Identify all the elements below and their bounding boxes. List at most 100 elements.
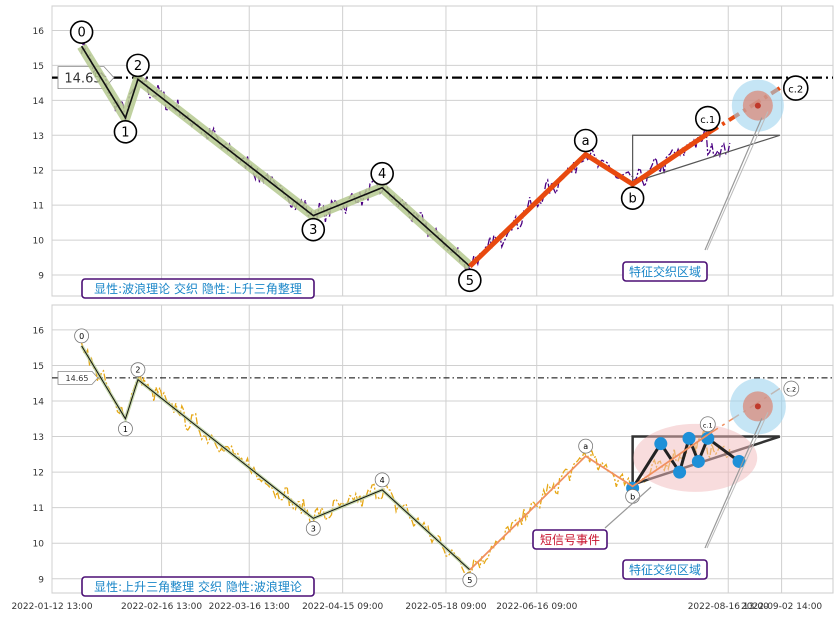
wave-correction [468,131,710,269]
feature-label-box [622,559,708,580]
wave-label: c.1 [703,421,713,429]
wave-label: a [582,134,590,149]
y-tick-label: 16 [33,326,45,336]
target-center [754,403,761,410]
y-tick-label: 9 [38,272,44,282]
feature-pointer [704,418,763,549]
wave-label: 4 [378,167,386,182]
info-box-label: 显性:波浪理论 交织 隐性:上升三角整理 [94,281,302,296]
x-tick-label: 2022-04-15 09:00 [302,602,383,612]
wave-label: 2 [134,59,142,74]
signal-point [691,454,705,468]
wave-label: b [628,192,636,207]
wave-label: a [583,442,588,451]
x-tick-label: 2022-05-18 09:00 [405,602,486,612]
triangle-bottom [632,134,780,184]
wave-label: 1 [121,125,129,140]
signal-point [732,454,746,468]
wave-label-circle [126,53,150,78]
wave-label-circle [782,75,809,101]
y-tick-label: 15 [33,362,44,372]
y-tick-label: 9 [38,575,44,585]
wave-label-circle [694,105,721,132]
triangle-top [632,134,780,183]
wave-label-circle [130,362,146,378]
wave-label: 3 [311,524,316,533]
feature-pointer-2 [706,412,769,549]
wave-label-circle [462,572,478,588]
wave-label-circle [699,416,716,433]
signal-pointer [604,486,652,529]
wave-label: 0 [79,332,84,341]
feature-label: 特征交织区域 [629,562,701,577]
feature-pointer-2 [706,111,769,251]
info-box-label: 显性:上升三角整理 交织 隐性:波浪理论 [94,579,302,594]
y-tick-label: 10 [33,540,45,550]
x-tick-label: 2022-06-16 09:00 [496,602,577,612]
wave-label-circle [301,217,326,242]
signal-point [673,465,687,479]
wave-label-circle [783,380,800,397]
wave-label-circle [620,186,645,210]
x-tick-label: 2022-01-12 13:00 [11,602,92,612]
wave-label: c.1 [700,115,715,126]
price-series [80,342,731,580]
info-box [81,576,315,597]
wave-label-circle [69,20,94,44]
y-tick-label: 14 [33,97,45,107]
wave-label-circle [458,268,482,293]
wave-label-circle [578,438,594,454]
signal-point [701,431,715,445]
reference-label: 14.65 [66,374,89,383]
panel-bottom: 91011121314151614.65012345abc.1c.2特征交织区域… [33,304,834,597]
reference-label-box [57,370,99,385]
plot-area [51,5,834,297]
signal-point [682,431,696,445]
wave-label-circle [370,161,394,186]
reference-label: 14.65 [64,72,101,87]
wave-impulse [81,345,471,571]
y-tick-label: 14 [33,398,45,408]
wave-label-circle [113,120,138,144]
wave-label-circle [118,421,133,437]
feature-label-box [622,261,708,282]
y-tick-label: 10 [33,237,45,247]
wave-label: b [630,492,635,501]
y-tick-label: 12 [33,167,44,177]
x-tick-label: 2022-09-02 14:00 [741,602,822,612]
y-tick-label: 13 [33,433,44,443]
x-tick-label: 2022-08-16 13:00 [688,602,769,612]
y-tick-label: 15 [33,62,44,72]
wave-label-circle [305,520,321,536]
wave-label: c.2 [788,85,803,96]
wave-label: 5 [466,274,474,289]
y-tick-label: 11 [33,504,44,514]
x-tick-label: 2022-03-16 13:00 [209,602,290,612]
y-tick-label: 11 [33,202,44,212]
x-tick-label: 2022-02-16 13:00 [121,602,202,612]
signal-label: 短信号事件 [540,533,600,547]
feature-pointer [704,117,763,251]
y-tick-label: 13 [33,132,44,142]
wave-label-circle [573,128,598,153]
info-box [81,278,315,299]
signal-label-box [532,529,608,550]
wave-label-circle [74,328,90,344]
wave-impulse [80,45,471,267]
wave-label: 1 [123,425,128,434]
target-center [754,102,761,109]
wave-label: c.2 [786,386,796,394]
wave-label: 0 [77,26,85,41]
feature-label: 特征交织区域 [629,264,701,279]
wave-label: 2 [135,366,140,375]
wave-label-circle [374,472,390,488]
y-tick-label: 12 [33,469,44,479]
wave-label: 5 [467,576,472,585]
panel-top: 91011121314151614.65012345abc.1c.2特征交织区域… [33,5,834,299]
wave-label: 3 [309,223,317,238]
wave-label: 4 [380,476,385,485]
wave-correction [469,434,709,571]
signal-point [654,437,668,451]
